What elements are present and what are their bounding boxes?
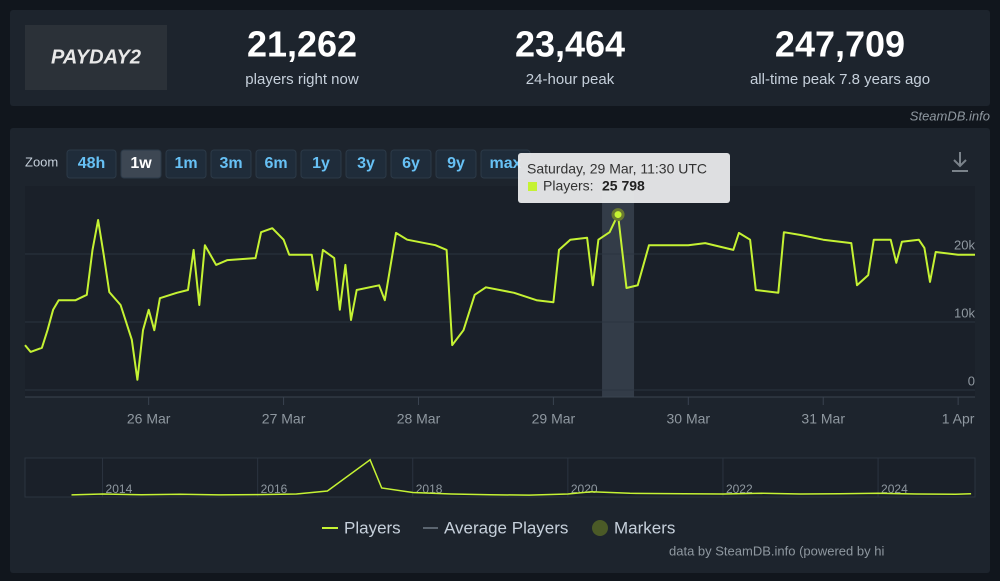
zoom-button[interactable] (66, 149, 117, 179)
stat-value: 247,709 (775, 24, 905, 65)
zoom-button-label: 1y (312, 155, 330, 172)
stat-label: all-time peak 7.8 years ago (750, 71, 930, 88)
navigator-label: 2022 (726, 482, 753, 496)
tooltip-title: Saturday, 29 Mar, 11:30 UTC (527, 161, 707, 177)
download-icon[interactable] (952, 152, 968, 172)
stat-value: 21,262 (247, 24, 357, 65)
series-line (24, 213, 975, 381)
navigator-label: 2024 (881, 482, 908, 496)
zoom-button[interactable] (120, 149, 162, 179)
navigator-bg (24, 457, 976, 498)
zoom-button[interactable] (300, 149, 342, 179)
tooltip (518, 153, 730, 203)
zoom-button[interactable] (210, 149, 252, 179)
plot-area (25, 186, 975, 397)
y-tick-label: 10k (954, 305, 975, 320)
navigator-label: 2014 (106, 482, 133, 496)
zoom-button[interactable] (255, 149, 297, 179)
zoom-button-label: 6m (264, 155, 287, 172)
x-tick-label: 30 Mar (667, 411, 711, 427)
x-tick-label: 1 Apr (942, 411, 975, 427)
zoom-button-label: 1w (130, 155, 152, 172)
logo-text: PAYDAY2 (51, 46, 141, 68)
x-tick-label: 26 Mar (127, 411, 171, 427)
footer: data by SteamDB.info (powered by hi (669, 543, 884, 558)
zoom-button[interactable] (165, 149, 207, 179)
zoom-button[interactable] (435, 149, 477, 179)
game-logo[interactable] (25, 25, 167, 90)
stat-label: players right now (245, 71, 359, 88)
x-tick-label: 31 Mar (801, 411, 845, 427)
zoom-button[interactable] (390, 149, 432, 179)
legend-swatch (592, 520, 608, 536)
zoom-button-label: 9y (447, 155, 465, 172)
navigator-label: 2016 (261, 482, 288, 496)
source[interactable]: SteamDB.info (910, 108, 990, 123)
legend-label[interactable]: Markers (614, 518, 675, 537)
stat-value: 23,464 (515, 24, 625, 65)
navigator-line (71, 458, 972, 496)
legend-label[interactable]: Average Players (444, 518, 568, 537)
legend-label[interactable]: Players (344, 518, 401, 537)
y-tick-label: 20k (954, 237, 975, 252)
stat-label: 24-hour peak (526, 71, 615, 88)
zoom-button-label: 1m (174, 155, 197, 172)
zoom-button-label: 48h (78, 155, 106, 172)
tooltip-swatch (528, 182, 537, 191)
y-tick-label: 0 (968, 373, 975, 388)
zoom-button-label: 3m (219, 155, 242, 172)
zoom-button-label: 6y (402, 155, 420, 172)
zoom-button[interactable] (345, 149, 387, 179)
zoom-button-label: max (489, 155, 521, 172)
x-tick-label: 28 Mar (397, 411, 441, 427)
tooltip-value: 25 798 (602, 178, 645, 194)
x-tick-label: 27 Mar (262, 411, 306, 427)
zoom-label: Zoom (25, 154, 58, 169)
x-tick-label: 29 Mar (532, 411, 576, 427)
header-panel (10, 10, 990, 106)
tooltip-label: Players: (543, 178, 594, 194)
download-glyph (952, 152, 968, 172)
zoom-button-label: 3y (357, 155, 375, 172)
hover-point (611, 208, 625, 222)
